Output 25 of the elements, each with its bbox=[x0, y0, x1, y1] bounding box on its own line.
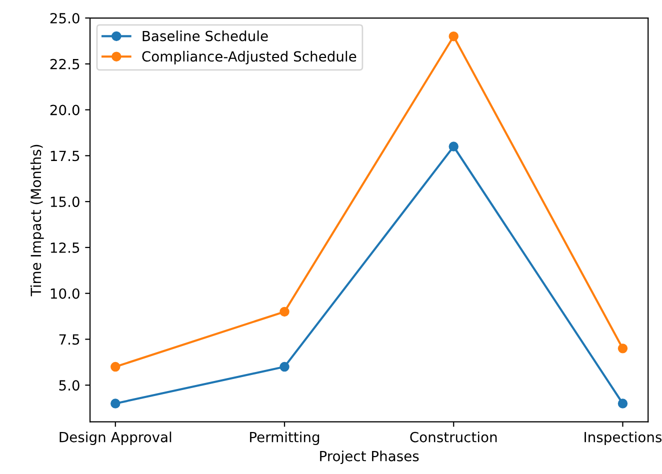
y-tick-label: 15.0 bbox=[50, 196, 80, 208]
point bbox=[618, 344, 628, 354]
x-axis-title: Project Phases bbox=[320, 450, 419, 464]
point bbox=[448, 142, 458, 152]
legend-label: Baseline Schedule bbox=[142, 30, 268, 42]
y-tick-label: 12.5 bbox=[50, 242, 80, 253]
y-tick-label: 5.0 bbox=[59, 380, 80, 391]
point bbox=[448, 32, 458, 42]
x-tick-label: Permitting bbox=[250, 432, 320, 446]
x-tick-label: Construction bbox=[410, 432, 497, 442]
point bbox=[280, 362, 290, 372]
y-tick-label: 20.0 bbox=[50, 104, 80, 116]
point bbox=[618, 398, 628, 408]
y-tick-label: 22.5 bbox=[50, 58, 80, 70]
y-tick-label: 17.5 bbox=[50, 150, 80, 162]
point bbox=[280, 306, 290, 317]
y-tick-label: 10.0 bbox=[50, 288, 80, 299]
x-tick-label: Inspections bbox=[584, 432, 662, 446]
x-tick-label: Design Approval bbox=[60, 432, 172, 446]
legend-label: Compliance-Adjusted Schedule bbox=[142, 50, 356, 64]
point bbox=[110, 398, 120, 408]
point bbox=[110, 362, 120, 372]
y-axis-title: Time Impact (Months) bbox=[30, 144, 44, 296]
y-tick-label: 7.5 bbox=[59, 334, 80, 345]
y-tick-label: 25.0 bbox=[50, 12, 80, 24]
